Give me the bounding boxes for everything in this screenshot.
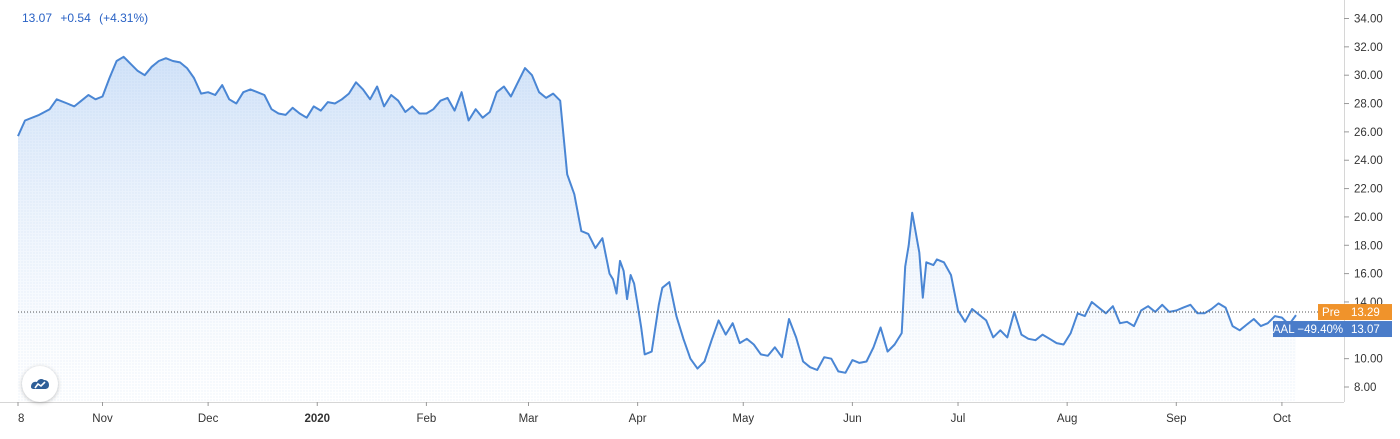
time-axis-tick-label: Jun xyxy=(843,413,862,425)
price-axis-tick-label: 34.00 xyxy=(1354,14,1383,26)
time-axis-tick-label: Aug xyxy=(1057,413,1077,425)
price-axis-tick-label: 26.00 xyxy=(1354,127,1383,139)
price-axis-tick-label: 20.00 xyxy=(1354,212,1383,224)
tradingview-logo-button[interactable] xyxy=(22,366,58,402)
time-axis-tick-label: 2020 xyxy=(304,413,330,425)
last-price-badge: AAL −49.40% 13.07 xyxy=(1273,321,1392,338)
price-axis-tick-label: 30.00 xyxy=(1354,70,1383,82)
price-axis-tick-label: 28.00 xyxy=(1354,99,1383,111)
price-axis-tick-label: 18.00 xyxy=(1354,240,1383,252)
quote-header: 13.07 +0.54 (+4.31%) xyxy=(22,11,153,25)
price-axis-tick-label: 8.00 xyxy=(1354,382,1376,394)
price-axis-tick-label: 24.00 xyxy=(1354,155,1383,167)
price-change-percent: (+4.31%) xyxy=(99,11,149,25)
time-axis-tick-label: Jul xyxy=(951,413,966,425)
last-price-value-bg xyxy=(1344,321,1392,338)
time-axis-tick-label: 8 xyxy=(18,413,24,425)
price-axis-tick-label: 16.00 xyxy=(1354,269,1383,281)
time-axis-tick-label: Mar xyxy=(519,413,539,425)
premarket-label: Pre xyxy=(1322,307,1340,319)
time-axis-tick-label: Dec xyxy=(198,413,219,425)
tradingview-logo-icon xyxy=(31,378,49,389)
price-series-line xyxy=(17,55,1297,374)
price-axis-tick-label: 32.00 xyxy=(1354,42,1383,54)
premarket-price-badge: Pre 13.29 xyxy=(1318,304,1392,321)
time-axis-tick-label: May xyxy=(732,413,754,425)
premarket-value: 13.29 xyxy=(1351,307,1380,319)
time-axis-tick-label: Feb xyxy=(416,413,436,425)
time-axis-tick-label: Nov xyxy=(92,413,113,425)
price-axis-tick-label: 22.00 xyxy=(1354,184,1383,196)
time-axis-tick-label: Apr xyxy=(629,413,647,425)
last-price-value: 13.07 xyxy=(1351,324,1380,336)
price-change: +0.54 xyxy=(60,11,91,25)
price-axis-tick-label: 10.00 xyxy=(1354,354,1383,366)
symbol-change-label: AAL −49.40% xyxy=(1273,324,1343,336)
premarket-label-bg xyxy=(1318,304,1344,321)
price-area-texture xyxy=(18,56,1296,403)
premarket-value-bg xyxy=(1344,304,1392,321)
time-axis-tick-label: Sep xyxy=(1166,413,1186,425)
time-axis-tick-label: Oct xyxy=(1273,413,1292,425)
last-price: 13.07 xyxy=(22,11,53,25)
symbol-change-bg xyxy=(1273,321,1344,338)
